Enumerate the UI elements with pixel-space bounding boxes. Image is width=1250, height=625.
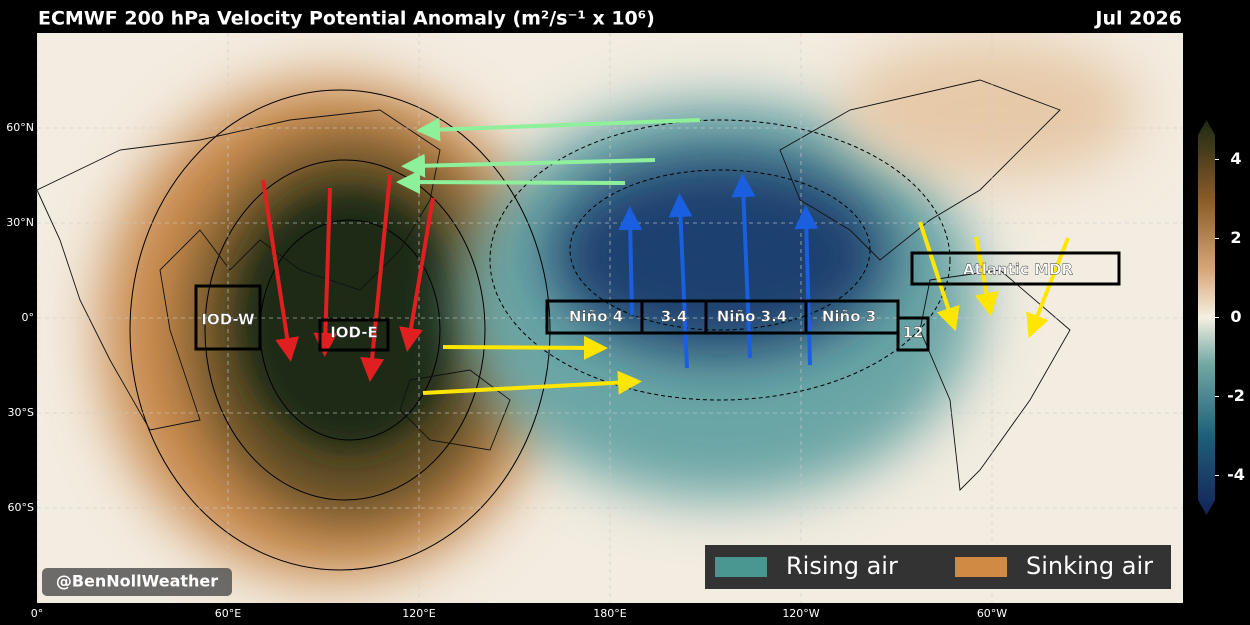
arrow [360, 174, 392, 382]
arrow [261, 179, 300, 362]
arrow [396, 170, 626, 195]
region-box [896, 316, 930, 352]
lat-tick-label: 60°S [8, 501, 34, 514]
lon-tick-label: 60°W [977, 607, 1007, 620]
arrow [794, 205, 819, 366]
arrow [731, 173, 756, 359]
weak-sinking [840, 40, 1140, 180]
date: Jul 2026 [1093, 8, 1182, 30]
arrow [416, 117, 701, 142]
colorbar-tick-label: 4 [1230, 149, 1241, 168]
legend-label: Rising air [786, 552, 898, 580]
arrow [422, 370, 642, 395]
arrow [399, 197, 435, 352]
colorbar-ramp [1198, 120, 1215, 515]
region-label: Niño 4 [569, 308, 623, 326]
colorbar-tick-label: 2 [1230, 228, 1241, 247]
lat-tick-label: 60°N [6, 121, 34, 134]
region-box [194, 284, 262, 351]
legend-swatch [955, 557, 1007, 577]
legend: Rising air Sinking air [705, 545, 1171, 589]
region-label: Niño 3 [822, 308, 876, 326]
contours [129, 89, 951, 571]
region-label: 3.4 [661, 308, 688, 326]
credit-bg [42, 568, 232, 596]
region-label: IOD-W [201, 311, 255, 329]
colorbar-tick-label: -4 [1227, 465, 1245, 484]
region-box [910, 251, 1121, 286]
lon-tick-label: 0° [31, 607, 44, 620]
graticule [37, 33, 1183, 603]
colorbar-tick-label: -2 [1227, 386, 1245, 405]
title: ECMWF 200 hPa Velocity Potential Anomaly… [38, 8, 655, 30]
colorbar-tick-label: 0 [1230, 307, 1241, 326]
arrows [261, 117, 1070, 395]
arrow [918, 221, 960, 332]
colorbar: 4 2 0 -2 -4 [1198, 120, 1245, 515]
lon-tick-label: 180°E [593, 607, 626, 620]
lon-tick-label: 120°W [782, 607, 819, 620]
lon-tick-label: 60°E [215, 607, 241, 620]
arrow [668, 193, 693, 369]
legend-bg [705, 545, 1171, 589]
lat-tick-label: 0° [22, 311, 35, 324]
lat-tick-label: 30°S [8, 406, 34, 419]
lat-tick-label: 30°N [6, 216, 34, 229]
legend-swatch [715, 557, 767, 577]
region-label: IOD-E [330, 324, 378, 342]
regions: IOD-W IOD-E Niño 4 3.4 Niño 3.4 Niño 3 12 Atlan… [194, 251, 1121, 352]
region-box [318, 318, 390, 352]
coastlines [37, 79, 1071, 491]
arrow [974, 236, 999, 317]
credit: @BenNollWeather [56, 572, 218, 591]
arrow [401, 153, 656, 178]
arrow [618, 206, 643, 316]
arrow [442, 335, 608, 360]
lon-tick-label: 120°E [402, 607, 435, 620]
region-label: Niño 3.4 [717, 308, 787, 326]
region-label: Atlantic MDR [963, 261, 1074, 279]
legend-label: Sinking air [1026, 552, 1153, 580]
region-label: 12 [903, 324, 924, 342]
